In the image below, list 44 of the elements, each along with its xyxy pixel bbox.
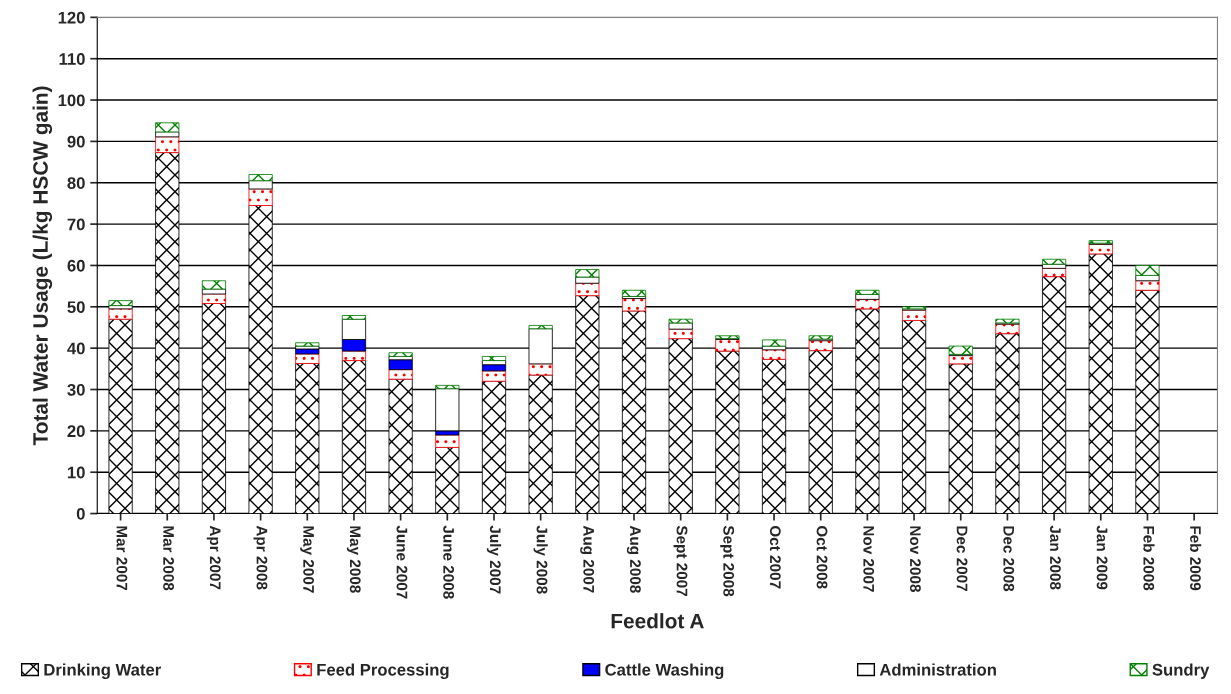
x-axis-title: Feedlot A <box>611 613 704 629</box>
x-tick-label: Jan 2009 <box>1096 525 1108 590</box>
x-tick-label: Apr 2007 <box>206 525 221 590</box>
y-tick-label: 120 <box>58 11 85 24</box>
y-tick-label: 50 <box>67 301 85 314</box>
y-tick-label: 20 <box>67 425 85 438</box>
legend-label: Administration <box>879 663 996 676</box>
x-tick-label: Dec 2007 <box>956 526 968 591</box>
y-tick-label: 40 <box>67 342 85 355</box>
x-tick-label: June 2007 <box>396 525 408 599</box>
legend-label: Feed Processing <box>317 663 449 679</box>
y-tick-label: 80 <box>67 177 85 189</box>
x-tick-label: Aug 2008 <box>626 525 641 593</box>
x-tick-label: June 2008 <box>443 525 455 599</box>
x-tick-label: Nov 2008 <box>909 526 921 592</box>
y-axis-title: Total Water Usage (L/kg HSCW gain) <box>32 86 53 446</box>
y-tick-label: 10 <box>67 466 85 479</box>
x-tick-label: Sept 2007 <box>673 525 688 597</box>
x-tick-label: Jan 2008 <box>1049 525 1061 590</box>
y-tick-label: 100 <box>58 94 85 107</box>
x-tick-label: July 2007 <box>486 525 502 594</box>
y-tick-label: 70 <box>67 218 85 231</box>
x-tick-label: Oct 2007 <box>769 525 781 589</box>
x-tick-label: Feb 2008 <box>1143 526 1155 591</box>
legend-label: Sundry <box>1152 663 1210 679</box>
y-tick-label: 90 <box>67 135 85 148</box>
x-tick-label: Aug 2007 <box>580 525 595 593</box>
x-tick-label: Feb 2009 <box>1190 526 1202 591</box>
x-tick-label: Apr 2008 <box>253 525 268 590</box>
y-tick-label: 0 <box>76 507 85 520</box>
y-tick-label: 60 <box>67 259 85 272</box>
legend-label: Cattle Washing <box>605 663 724 679</box>
x-tick-label: Sept 2008 <box>720 525 735 597</box>
x-tick-label: Mar 2008 <box>163 526 174 591</box>
legend-label: Drinking Water <box>44 663 161 679</box>
x-tick-label: May 2007 <box>300 526 315 593</box>
x-tick-label: Mar 2007 <box>116 526 128 591</box>
x-tick-label: Oct 2008 <box>816 525 828 589</box>
x-tick-label: Dec 2008 <box>1003 526 1015 592</box>
x-tick-label: July 2008 <box>533 525 548 594</box>
y-tick-label: 110 <box>59 53 85 65</box>
x-tick-label: May 2008 <box>346 526 361 593</box>
x-tick-label: Nov 2007 <box>863 526 875 592</box>
y-tick-label: 30 <box>67 383 85 396</box>
